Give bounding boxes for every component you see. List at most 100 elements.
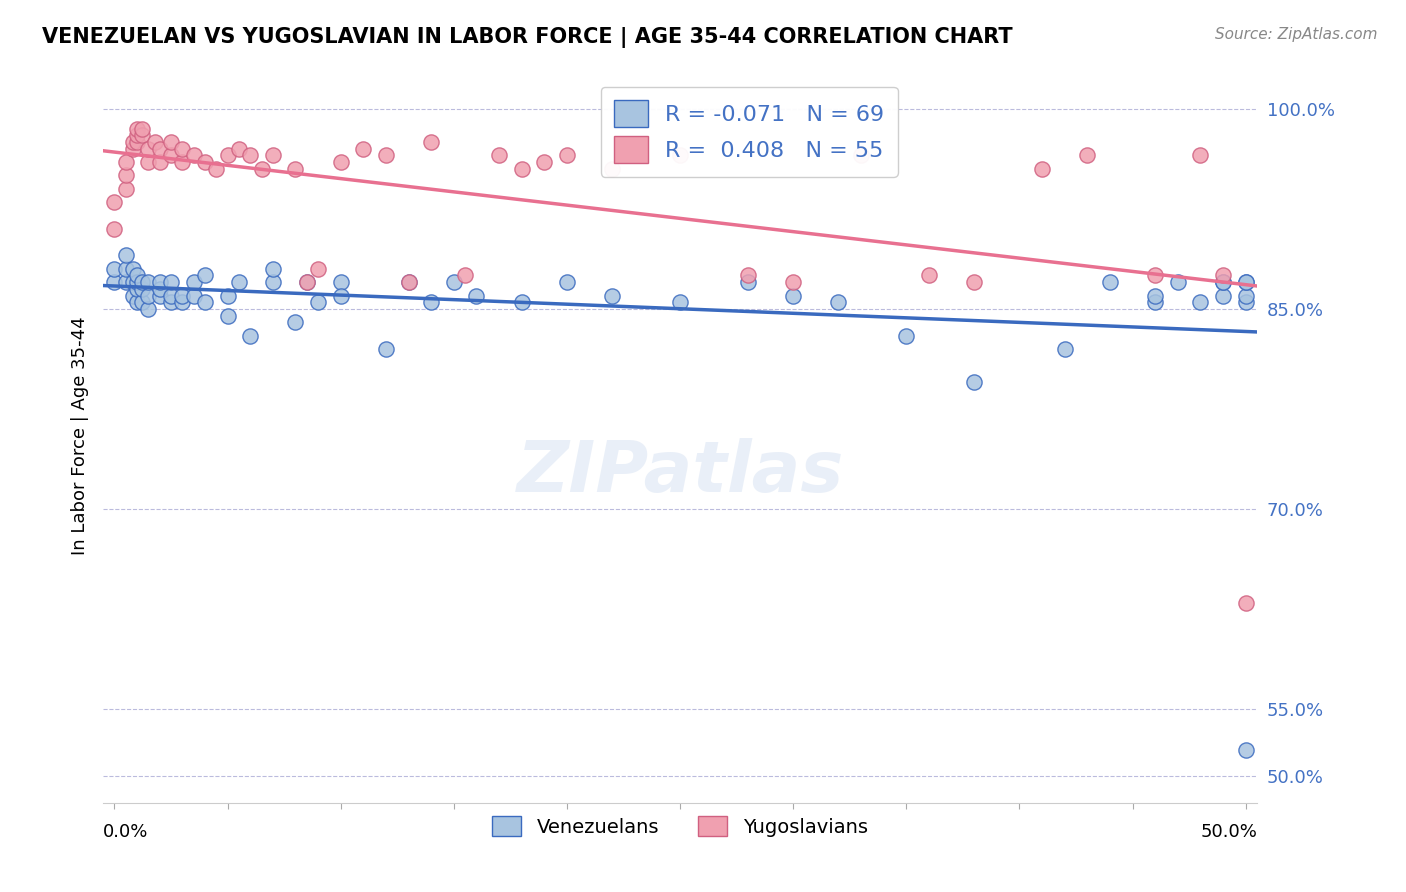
Point	[114, 169, 136, 183]
Point	[125, 282, 148, 296]
Point	[131, 295, 153, 310]
Point	[138, 275, 160, 289]
Point	[737, 268, 759, 283]
Point	[239, 148, 262, 162]
Point	[262, 261, 284, 276]
Point	[420, 135, 443, 149]
Point	[1234, 288, 1257, 302]
Point	[149, 282, 172, 296]
Point	[131, 275, 153, 289]
Point	[1189, 148, 1212, 162]
Point	[1167, 275, 1189, 289]
Point	[160, 135, 183, 149]
Point	[121, 288, 143, 302]
Point	[1234, 295, 1257, 310]
Point	[1234, 596, 1257, 610]
Point	[114, 261, 136, 276]
Point	[1144, 268, 1167, 283]
Point	[1212, 268, 1234, 283]
Point	[160, 148, 183, 162]
Text: 50.0%: 50.0%	[1201, 823, 1257, 841]
Point	[375, 148, 398, 162]
Point	[443, 275, 465, 289]
Point	[262, 275, 284, 289]
Point	[1098, 275, 1121, 289]
Point	[1234, 742, 1257, 756]
Point	[125, 295, 148, 310]
Point	[217, 288, 239, 302]
Point	[555, 148, 578, 162]
Text: Source: ZipAtlas.com: Source: ZipAtlas.com	[1215, 27, 1378, 42]
Point	[375, 342, 398, 356]
Point	[1076, 148, 1098, 162]
Point	[217, 148, 239, 162]
Point	[454, 268, 477, 283]
Point	[114, 248, 136, 262]
Point	[183, 148, 205, 162]
Point	[149, 142, 172, 156]
Point	[149, 155, 172, 169]
Point	[205, 161, 228, 176]
Point	[160, 295, 183, 310]
Point	[125, 121, 148, 136]
Point	[114, 182, 136, 196]
Point	[143, 135, 166, 149]
Point	[1234, 275, 1257, 289]
Point	[138, 288, 160, 302]
Point	[194, 268, 217, 283]
Point	[250, 161, 273, 176]
Point	[172, 295, 194, 310]
Point	[1212, 275, 1234, 289]
Point	[465, 288, 488, 302]
Point	[827, 295, 849, 310]
Point	[1053, 342, 1076, 356]
Point	[228, 142, 250, 156]
Point	[295, 275, 318, 289]
Point	[131, 121, 153, 136]
Point	[782, 275, 804, 289]
Point	[510, 295, 533, 310]
Point	[963, 275, 986, 289]
Point	[420, 295, 443, 310]
Text: VENEZUELAN VS YUGOSLAVIAN IN LABOR FORCE | AGE 35-44 CORRELATION CHART: VENEZUELAN VS YUGOSLAVIAN IN LABOR FORCE…	[42, 27, 1012, 48]
Legend: Venezuelans, Yugoslavians: Venezuelans, Yugoslavians	[485, 808, 876, 845]
Point	[782, 288, 804, 302]
Point	[103, 221, 125, 235]
Point	[149, 288, 172, 302]
Point	[114, 155, 136, 169]
Point	[131, 282, 153, 296]
Point	[1212, 275, 1234, 289]
Point	[510, 161, 533, 176]
Point	[149, 275, 172, 289]
Point	[1031, 161, 1053, 176]
Point	[295, 275, 318, 289]
Point	[849, 148, 872, 162]
Point	[1189, 295, 1212, 310]
Point	[398, 275, 420, 289]
Point	[1144, 288, 1167, 302]
Point	[183, 275, 205, 289]
Point	[103, 275, 125, 289]
Point	[138, 155, 160, 169]
Point	[737, 275, 759, 289]
Point	[329, 288, 352, 302]
Point	[121, 142, 143, 156]
Point	[160, 288, 183, 302]
Point	[1234, 275, 1257, 289]
Point	[669, 295, 692, 310]
Point	[533, 155, 555, 169]
Point	[307, 295, 329, 310]
Point	[194, 295, 217, 310]
Point	[194, 155, 217, 169]
Text: 0.0%: 0.0%	[103, 823, 149, 841]
Point	[121, 275, 143, 289]
Point	[262, 148, 284, 162]
Point	[121, 135, 143, 149]
Point	[125, 128, 148, 143]
Point	[284, 161, 307, 176]
Point	[307, 261, 329, 276]
Point	[398, 275, 420, 289]
Point	[284, 315, 307, 329]
Point	[172, 155, 194, 169]
Point	[172, 288, 194, 302]
